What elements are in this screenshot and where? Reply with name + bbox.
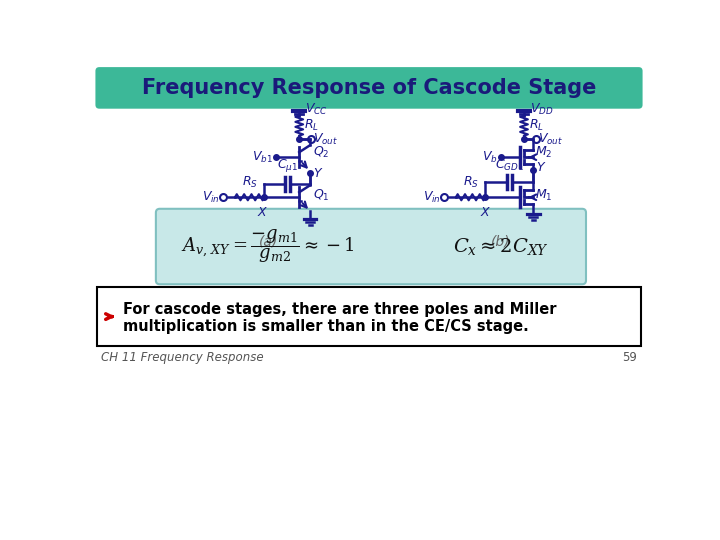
Text: $X$: $X$: [480, 206, 491, 219]
Text: $A_{v,\,XY} = \dfrac{-g_{m1}}{g_{m2}} \approx -1$: $A_{v,\,XY} = \dfrac{-g_{m1}}{g_{m2}} \a…: [181, 228, 355, 265]
Text: $Q_1$: $Q_1$: [313, 188, 330, 203]
FancyBboxPatch shape: [96, 67, 642, 109]
FancyBboxPatch shape: [97, 287, 641, 346]
Text: $V_{DD}$: $V_{DD}$: [530, 102, 554, 117]
Text: (a): (a): [258, 234, 278, 248]
Text: $V_{out}$: $V_{out}$: [313, 132, 338, 147]
Text: $R_S$: $R_S$: [462, 174, 479, 190]
Text: $X$: $X$: [257, 206, 269, 219]
Text: CH 11 Frequency Response: CH 11 Frequency Response: [101, 351, 264, 364]
Text: (b): (b): [491, 234, 510, 248]
Text: $V_{b1}$: $V_{b1}$: [252, 150, 273, 165]
Text: 59: 59: [622, 351, 637, 364]
Text: multiplication is smaller than in the CE/CS stage.: multiplication is smaller than in the CE…: [122, 319, 528, 334]
Text: $M_1$: $M_1$: [535, 188, 552, 203]
Text: For cascode stages, there are three poles and Miller: For cascode stages, there are three pole…: [122, 302, 556, 317]
Text: $Q_2$: $Q_2$: [313, 145, 330, 160]
Text: $M_2$: $M_2$: [535, 145, 552, 160]
Text: $V_b$: $V_b$: [482, 150, 498, 165]
FancyBboxPatch shape: [156, 209, 586, 284]
Text: $Y$: $Y$: [313, 167, 324, 180]
Text: $V_{in}$: $V_{in}$: [423, 190, 441, 205]
Text: Frequency Response of Cascode Stage: Frequency Response of Cascode Stage: [142, 78, 596, 98]
Text: $C_{\mu 1}$: $C_{\mu 1}$: [276, 158, 298, 174]
Text: $V_{CC}$: $V_{CC}$: [305, 102, 328, 117]
Text: $C_{GD1}$: $C_{GD1}$: [495, 158, 523, 173]
Text: $C_x \approx 2C_{XY}$: $C_x \approx 2C_{XY}$: [453, 236, 549, 257]
Text: $R_L$: $R_L$: [528, 118, 544, 133]
Text: $V_{out}$: $V_{out}$: [538, 132, 563, 147]
Text: $R_S$: $R_S$: [242, 174, 258, 190]
Text: $Y$: $Y$: [536, 161, 547, 174]
Text: $R_L$: $R_L$: [304, 118, 319, 133]
Text: $V_{in}$: $V_{in}$: [202, 190, 220, 205]
